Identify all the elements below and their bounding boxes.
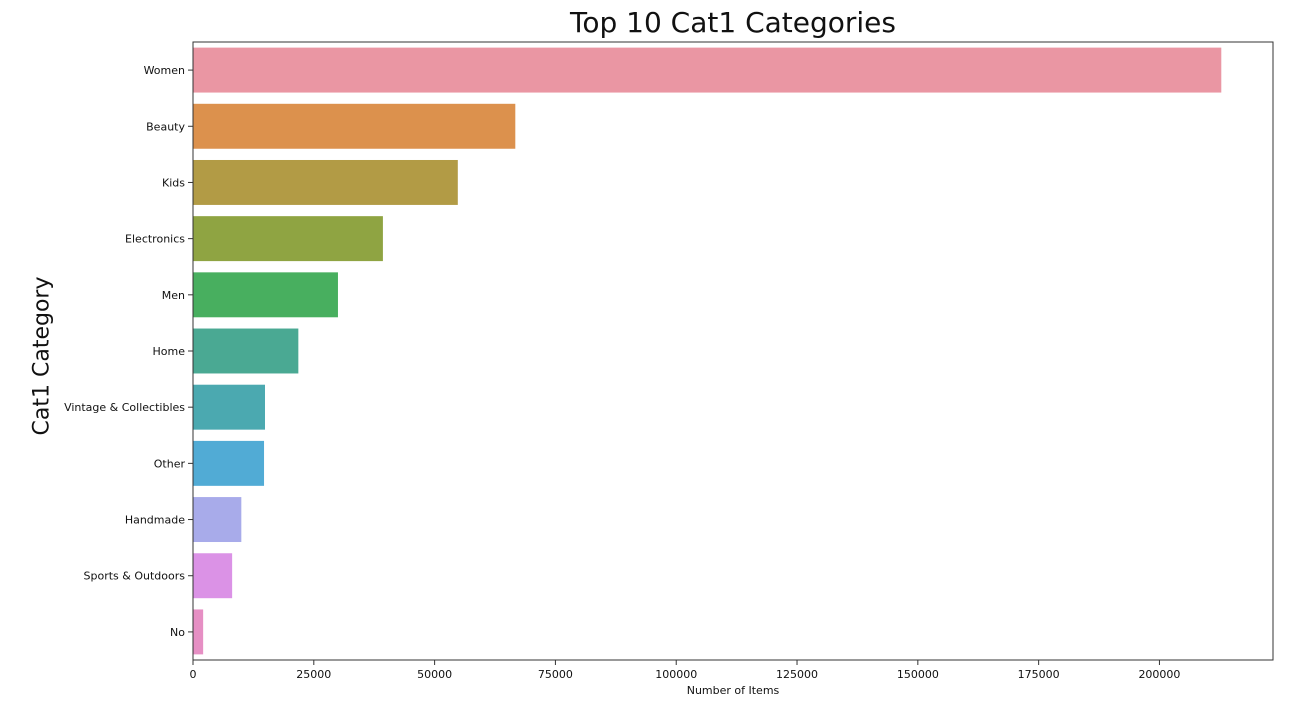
bar [193, 497, 242, 543]
x-tick-label: 125000 [776, 668, 818, 681]
y-tick-label: Home [153, 345, 186, 358]
x-tick-label: 150000 [897, 668, 939, 681]
bar [193, 216, 383, 262]
y-tick-label: Other [154, 457, 186, 470]
x-tick-label: 50000 [417, 668, 452, 681]
x-tick-label: 75000 [538, 668, 573, 681]
y-tick-label: Sports & Outdoors [84, 570, 186, 583]
y-tick-label: Electronics [125, 233, 185, 246]
x-tick-label: 25000 [296, 668, 331, 681]
chart-title: Top 10 Cat1 Categories [569, 6, 896, 39]
x-tick-label: 175000 [1018, 668, 1060, 681]
bar [193, 553, 233, 599]
bar [193, 47, 1222, 93]
y-tick-label: No [170, 626, 185, 639]
x-axis-title: Number of Items [686, 684, 780, 697]
bar [193, 328, 299, 374]
y-tick-label: Handmade [125, 514, 185, 527]
x-tick-label: 100000 [655, 668, 697, 681]
x-tick-label: 0 [190, 668, 197, 681]
bar [193, 440, 265, 486]
y-tick-label: Kids [162, 176, 185, 189]
bar [193, 103, 516, 149]
bar [193, 159, 458, 205]
x-tick-label: 200000 [1138, 668, 1180, 681]
y-tick-label: Beauty [146, 120, 185, 133]
y-tick-label: Men [162, 289, 185, 302]
y-tick-label: Vintage & Collectibles [64, 401, 185, 414]
bar [193, 609, 204, 655]
bar [193, 384, 265, 430]
y-tick-label: Women [144, 64, 185, 77]
bar [193, 272, 338, 318]
